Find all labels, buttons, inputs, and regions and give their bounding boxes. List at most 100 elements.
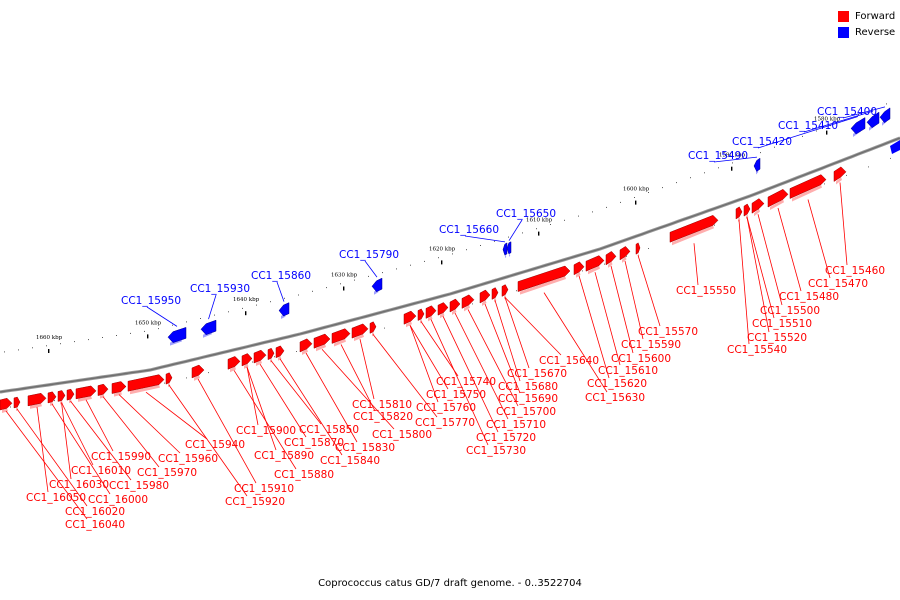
forward-gene <box>635 242 641 258</box>
gene-body <box>479 289 491 304</box>
forward-gene <box>437 302 449 319</box>
forward-gene-label: CC1_15630 <box>585 392 645 404</box>
scale-dot <box>438 257 439 259</box>
scale-dot <box>242 307 243 309</box>
forward-gene-label: CC1_15510 <box>752 318 812 330</box>
forward-gene-label: CC1_15460 <box>825 265 885 277</box>
gene-body <box>669 215 719 243</box>
kbp-tick <box>441 260 443 265</box>
lower-dot <box>472 303 473 305</box>
reverse-gene-label: CC1_15650 <box>496 208 556 220</box>
gene-shade <box>792 184 822 202</box>
gene-body <box>127 374 165 392</box>
forward-genes <box>0 166 847 413</box>
genome-caption: Coprococcus catus GD/7 draft genome. - 0… <box>318 578 582 589</box>
gene-body <box>165 372 173 385</box>
scale-dot <box>382 272 383 274</box>
scale-dot <box>816 130 817 132</box>
forward-leader-line <box>197 378 257 484</box>
forward-gene <box>13 396 21 411</box>
reverse-gene <box>506 241 512 257</box>
forward-leader-line <box>85 399 114 452</box>
kbp-tick <box>245 311 247 316</box>
gene-shade <box>334 338 346 347</box>
scale-dot <box>340 283 341 285</box>
forward-gene <box>75 385 97 402</box>
gene-shade <box>754 208 760 217</box>
reverse-gene-label: CC1_15410 <box>778 120 838 132</box>
forward-gene <box>573 261 585 278</box>
scale-dot <box>186 321 187 323</box>
scale-dot <box>354 279 355 281</box>
gene-body <box>66 388 75 401</box>
gene-body <box>299 338 313 353</box>
scale-dot <box>662 187 663 189</box>
forward-gene <box>743 203 751 220</box>
forward-gene-label: CC1_15500 <box>760 305 820 317</box>
gene-shade <box>588 265 600 275</box>
forward-gene <box>491 287 499 303</box>
gene-shade <box>576 271 581 278</box>
lower-dot <box>868 166 869 168</box>
lower-dot <box>648 248 649 249</box>
backbone-line <box>0 137 900 393</box>
scale-dot <box>172 324 173 326</box>
scale-dot <box>620 201 621 203</box>
forward-leader-line <box>61 402 72 480</box>
forward-leader-line <box>305 352 358 443</box>
scale-dot <box>158 328 159 330</box>
forward-leader-line <box>359 339 375 400</box>
forward-gene-label: CC1_15770 <box>415 417 475 429</box>
gene-body <box>369 321 377 334</box>
forward-gene <box>425 305 437 322</box>
lower-dot <box>208 372 209 374</box>
scale-dot <box>606 206 607 208</box>
gene-shade <box>406 321 412 328</box>
gene-body <box>13 396 21 409</box>
scale-dot <box>256 304 257 306</box>
gene-body <box>200 319 217 336</box>
forward-leader-line <box>70 400 132 481</box>
scale-dot <box>4 351 5 353</box>
forward-leader-line <box>504 297 530 369</box>
forward-gene <box>417 308 425 324</box>
lower-dot <box>890 157 891 159</box>
scale-dot <box>396 268 397 270</box>
reverse-gene-label: CC1_15420 <box>732 136 792 148</box>
gene-body <box>751 198 765 214</box>
forward-gene-label: CC1_15750 <box>426 389 486 401</box>
gene-body <box>0 397 13 411</box>
gene-shade <box>30 403 42 409</box>
forward-gene-label: CC1_15480 <box>779 291 839 303</box>
reverse-gene <box>866 111 880 131</box>
forward-gene-label: CC1_15730 <box>466 445 526 457</box>
forward-gene <box>299 338 313 355</box>
forward-leader-line <box>321 348 395 430</box>
gene-body <box>425 305 437 319</box>
reverse-gene-label: CC1_15400 <box>817 106 877 118</box>
lower-dot <box>252 361 253 363</box>
forward-leader-line <box>610 265 634 354</box>
gene-shade <box>354 333 364 342</box>
gene-shade <box>130 384 160 395</box>
forward-leader-line <box>270 360 322 425</box>
gene-body <box>351 323 369 339</box>
forward-leader-line <box>578 275 610 379</box>
lower-dot <box>626 255 627 257</box>
gene-body <box>57 390 66 402</box>
reverse-swatch <box>838 27 849 38</box>
kbp-tick <box>826 130 828 135</box>
gene-shade <box>452 309 457 315</box>
forward-leader-line <box>372 334 438 418</box>
kbp-tick <box>343 286 345 291</box>
lower-dot <box>54 400 55 402</box>
forward-gene-label: CC1_15620 <box>587 378 647 390</box>
gene-body <box>253 349 267 364</box>
forward-leader-line <box>36 406 49 493</box>
forward-leader-line <box>467 309 519 407</box>
gene-body <box>241 353 253 367</box>
lower-dot <box>186 377 187 379</box>
gene-shade <box>464 304 470 312</box>
forward-gene <box>585 255 605 275</box>
